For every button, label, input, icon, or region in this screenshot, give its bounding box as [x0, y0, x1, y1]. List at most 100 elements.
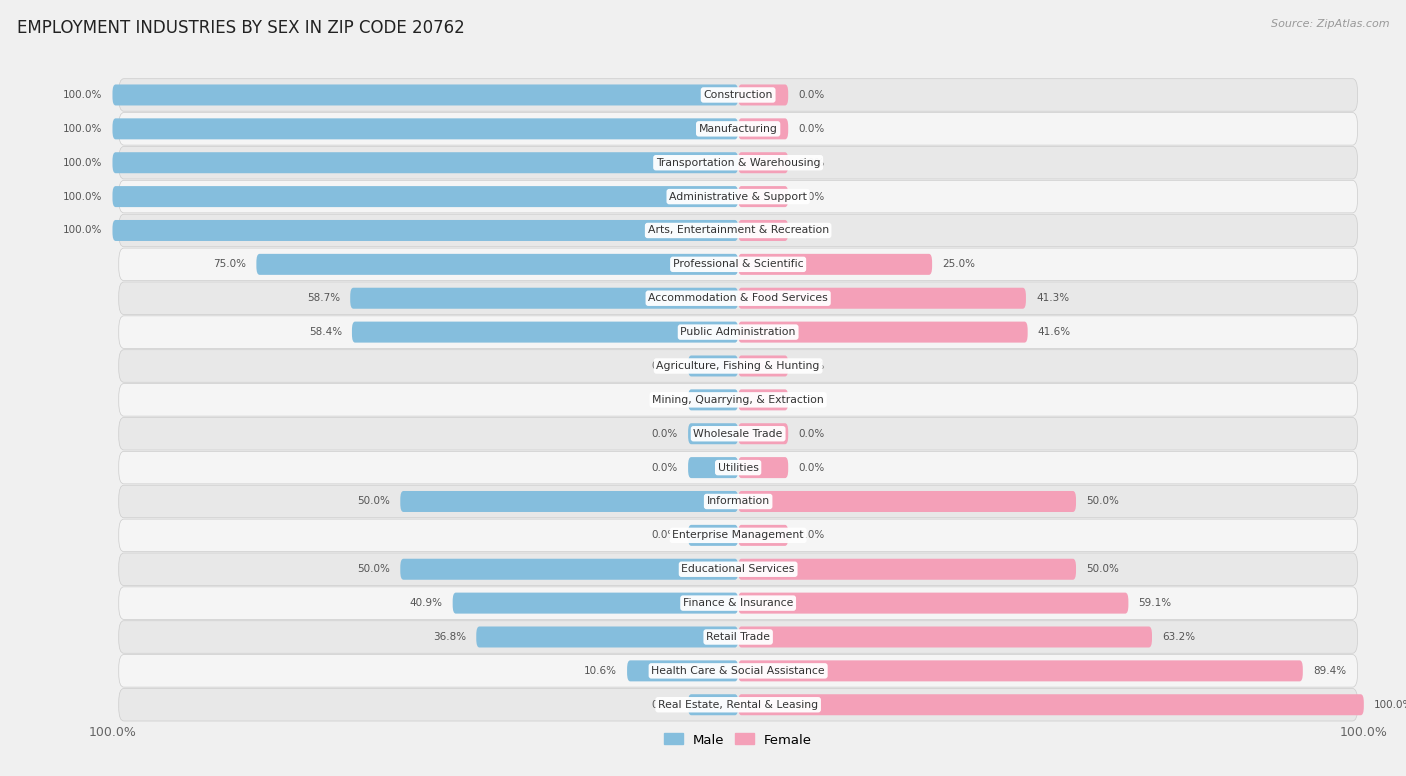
FancyBboxPatch shape	[738, 525, 789, 546]
Text: 40.9%: 40.9%	[409, 598, 443, 608]
Text: 0.0%: 0.0%	[652, 395, 678, 405]
Text: Professional & Scientific: Professional & Scientific	[673, 259, 803, 269]
FancyBboxPatch shape	[118, 248, 1358, 281]
FancyBboxPatch shape	[738, 390, 789, 411]
FancyBboxPatch shape	[112, 186, 738, 207]
Text: 89.4%: 89.4%	[1313, 666, 1346, 676]
FancyBboxPatch shape	[688, 390, 738, 411]
FancyBboxPatch shape	[118, 587, 1358, 619]
Text: Wholesale Trade: Wholesale Trade	[693, 428, 783, 438]
FancyBboxPatch shape	[118, 78, 1358, 111]
FancyBboxPatch shape	[738, 254, 932, 275]
FancyBboxPatch shape	[118, 553, 1358, 586]
FancyBboxPatch shape	[118, 147, 1358, 179]
FancyBboxPatch shape	[112, 152, 738, 173]
Text: 0.0%: 0.0%	[652, 428, 678, 438]
FancyBboxPatch shape	[350, 288, 738, 309]
Text: Administrative & Support: Administrative & Support	[669, 192, 807, 202]
Text: 10.6%: 10.6%	[583, 666, 617, 676]
Text: 58.7%: 58.7%	[307, 293, 340, 303]
FancyBboxPatch shape	[738, 288, 1026, 309]
Text: 0.0%: 0.0%	[799, 90, 824, 100]
Text: 75.0%: 75.0%	[214, 259, 246, 269]
Text: 0.0%: 0.0%	[799, 124, 824, 133]
FancyBboxPatch shape	[118, 519, 1358, 552]
Text: Transportation & Warehousing: Transportation & Warehousing	[657, 158, 820, 168]
Text: Utilities: Utilities	[717, 462, 759, 473]
FancyBboxPatch shape	[118, 485, 1358, 518]
FancyBboxPatch shape	[738, 491, 1076, 512]
FancyBboxPatch shape	[627, 660, 738, 681]
Text: 50.0%: 50.0%	[357, 564, 391, 574]
FancyBboxPatch shape	[256, 254, 738, 275]
FancyBboxPatch shape	[112, 220, 738, 241]
Text: Educational Services: Educational Services	[682, 564, 794, 574]
Text: Retail Trade: Retail Trade	[706, 632, 770, 642]
FancyBboxPatch shape	[118, 452, 1358, 484]
Text: 100.0%: 100.0%	[63, 90, 103, 100]
FancyBboxPatch shape	[738, 119, 789, 140]
FancyBboxPatch shape	[688, 525, 738, 546]
Text: Source: ZipAtlas.com: Source: ZipAtlas.com	[1271, 19, 1389, 29]
Text: 36.8%: 36.8%	[433, 632, 467, 642]
Text: 100.0%: 100.0%	[63, 226, 103, 235]
FancyBboxPatch shape	[112, 85, 738, 106]
Text: Public Administration: Public Administration	[681, 327, 796, 337]
FancyBboxPatch shape	[118, 621, 1358, 653]
Text: Real Estate, Rental & Leasing: Real Estate, Rental & Leasing	[658, 700, 818, 710]
Text: Enterprise Management: Enterprise Management	[672, 530, 804, 540]
Legend: Male, Female: Male, Female	[659, 728, 817, 752]
Text: 0.0%: 0.0%	[652, 530, 678, 540]
Text: 25.0%: 25.0%	[942, 259, 976, 269]
FancyBboxPatch shape	[118, 417, 1358, 450]
FancyBboxPatch shape	[118, 282, 1358, 314]
Text: Agriculture, Fishing & Hunting: Agriculture, Fishing & Hunting	[657, 361, 820, 371]
Text: 0.0%: 0.0%	[799, 395, 824, 405]
FancyBboxPatch shape	[118, 214, 1358, 247]
Text: 50.0%: 50.0%	[1085, 497, 1119, 507]
FancyBboxPatch shape	[738, 321, 1028, 343]
Text: 0.0%: 0.0%	[799, 530, 824, 540]
Text: 100.0%: 100.0%	[1374, 700, 1406, 710]
FancyBboxPatch shape	[112, 119, 738, 140]
Text: 41.3%: 41.3%	[1036, 293, 1069, 303]
Text: 41.6%: 41.6%	[1038, 327, 1071, 337]
FancyBboxPatch shape	[118, 383, 1358, 416]
Text: 0.0%: 0.0%	[799, 361, 824, 371]
Text: Manufacturing: Manufacturing	[699, 124, 778, 133]
FancyBboxPatch shape	[118, 180, 1358, 213]
Text: Construction: Construction	[703, 90, 773, 100]
FancyBboxPatch shape	[738, 220, 789, 241]
FancyBboxPatch shape	[118, 350, 1358, 383]
FancyBboxPatch shape	[738, 626, 1152, 647]
Text: 59.1%: 59.1%	[1139, 598, 1171, 608]
Text: Mining, Quarrying, & Extraction: Mining, Quarrying, & Extraction	[652, 395, 824, 405]
FancyBboxPatch shape	[738, 85, 789, 106]
FancyBboxPatch shape	[118, 113, 1358, 145]
FancyBboxPatch shape	[738, 660, 1303, 681]
Text: EMPLOYMENT INDUSTRIES BY SEX IN ZIP CODE 20762: EMPLOYMENT INDUSTRIES BY SEX IN ZIP CODE…	[17, 19, 464, 37]
FancyBboxPatch shape	[352, 321, 738, 343]
Text: Accommodation & Food Services: Accommodation & Food Services	[648, 293, 828, 303]
Text: 0.0%: 0.0%	[799, 428, 824, 438]
FancyBboxPatch shape	[118, 688, 1358, 721]
Text: 0.0%: 0.0%	[799, 462, 824, 473]
FancyBboxPatch shape	[453, 593, 738, 614]
FancyBboxPatch shape	[738, 423, 789, 444]
FancyBboxPatch shape	[688, 457, 738, 478]
Text: 50.0%: 50.0%	[1085, 564, 1119, 574]
Text: 0.0%: 0.0%	[652, 462, 678, 473]
Text: Information: Information	[707, 497, 769, 507]
FancyBboxPatch shape	[738, 152, 789, 173]
Text: 50.0%: 50.0%	[357, 497, 391, 507]
FancyBboxPatch shape	[688, 355, 738, 376]
FancyBboxPatch shape	[401, 491, 738, 512]
FancyBboxPatch shape	[738, 457, 789, 478]
Text: Health Care & Social Assistance: Health Care & Social Assistance	[651, 666, 825, 676]
Text: 100.0%: 100.0%	[63, 124, 103, 133]
FancyBboxPatch shape	[688, 695, 738, 715]
FancyBboxPatch shape	[738, 559, 1076, 580]
Text: 100.0%: 100.0%	[63, 192, 103, 202]
Text: 100.0%: 100.0%	[63, 158, 103, 168]
Text: 0.0%: 0.0%	[799, 226, 824, 235]
